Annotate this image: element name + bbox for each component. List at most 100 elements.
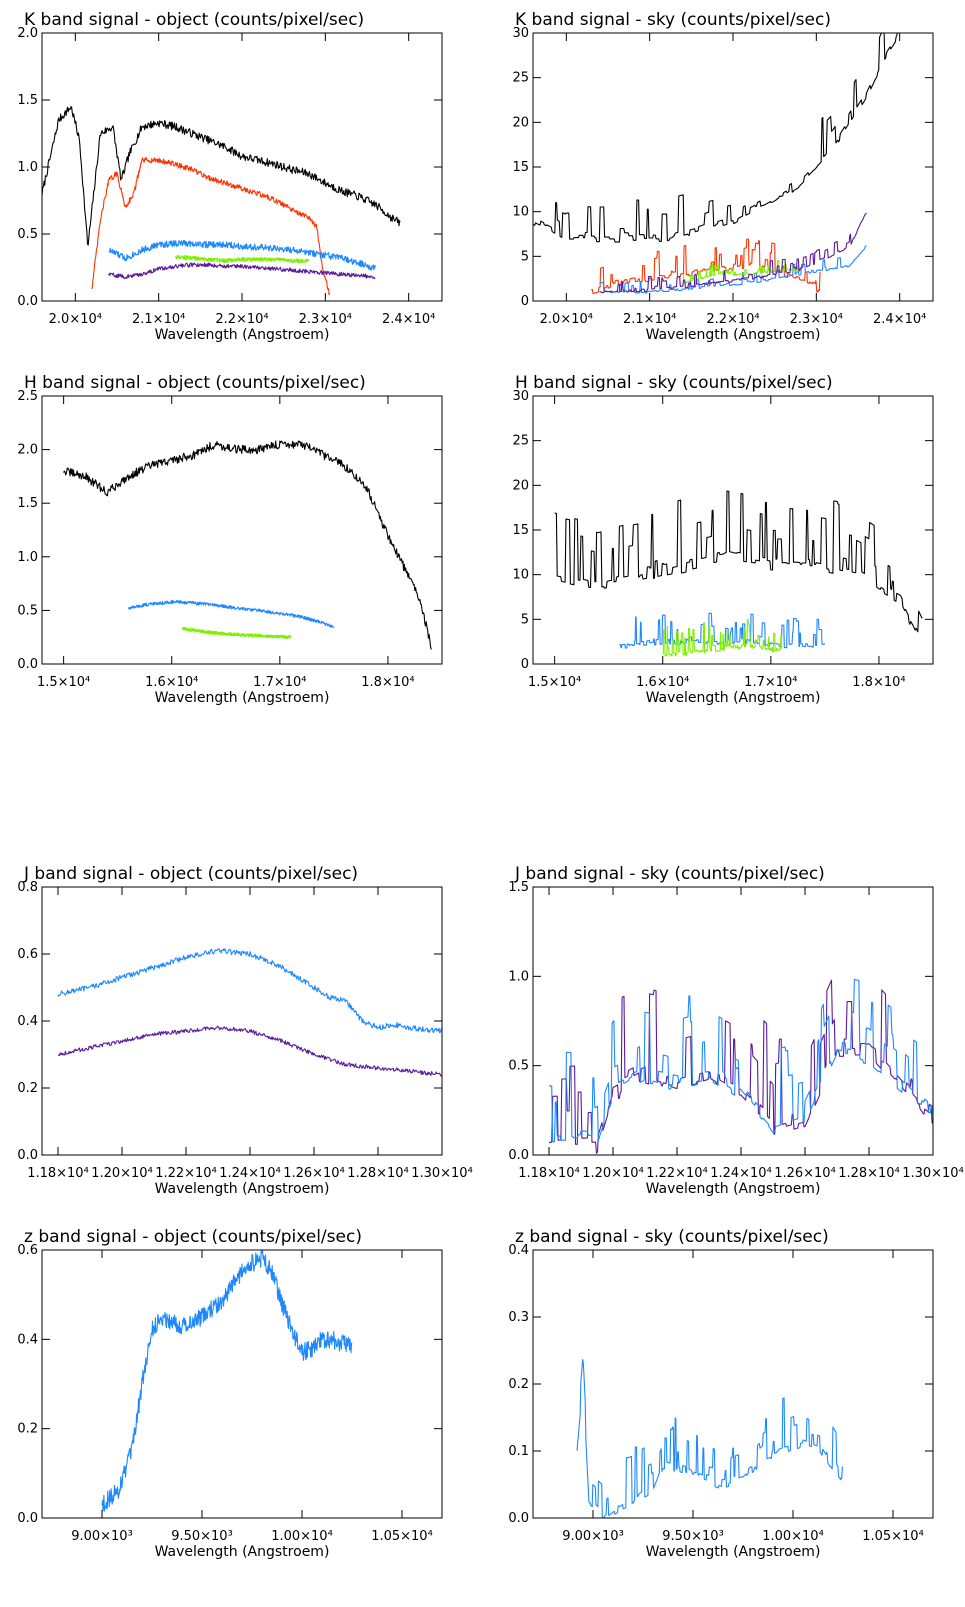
x-axis-label: Wavelength (Angstroem)	[155, 327, 330, 343]
chart-title: K band signal - sky (counts/pixel/sec)	[515, 10, 831, 30]
y-tick-label: 0.4	[508, 1243, 529, 1258]
x-tick-label: 1.6×10⁴	[636, 675, 689, 690]
y-tick-label: 0.4	[17, 1332, 38, 1347]
series-line-black	[533, 33, 898, 243]
series-line-blue	[599, 245, 867, 294]
x-tick-label: 1.26×10⁴	[283, 1166, 345, 1181]
y-tick-label: 25	[512, 71, 529, 86]
y-tick-label: 0.0	[508, 1148, 529, 1163]
y-tick-label: 30	[512, 26, 529, 41]
x-tick-label: 9.00×10³	[71, 1529, 133, 1544]
y-tick-label: 0	[521, 657, 529, 672]
x-tick-label: 2.4×10⁴	[382, 312, 435, 327]
series-line-green	[181, 626, 292, 639]
x-tick-label: 2.0×10⁴	[540, 312, 593, 327]
j-sky-panel: J band signal - sky (counts/pixel/sec) 0.…	[508, 864, 963, 1197]
series-line-purple	[57, 1025, 442, 1077]
x-tick-label: 1.22×10⁴	[646, 1166, 708, 1181]
y-tick-label: 2.5	[17, 389, 38, 404]
x-tick-label: 9.50×10³	[662, 1529, 724, 1544]
x-tick-label: 1.6×10⁴	[145, 675, 198, 690]
plot-frame	[532, 395, 934, 665]
x-tick-label: 1.8×10⁴	[852, 675, 905, 690]
plot-frame	[532, 32, 934, 302]
x-tick-label: 2.3×10⁴	[299, 312, 352, 327]
x-tick-label: 2.1×10⁴	[132, 312, 185, 327]
series-line-blue	[108, 239, 376, 271]
x-tick-label: 1.20×10⁴	[91, 1166, 153, 1181]
series-line-blue	[549, 978, 933, 1143]
x-tick-label: 1.26×10⁴	[774, 1166, 836, 1181]
y-tick-label: 0.2	[17, 1081, 38, 1096]
x-tick-label: 1.18×10⁴	[518, 1166, 580, 1181]
y-tick-label: 0.0	[508, 1511, 529, 1526]
series-line-blue	[127, 599, 335, 629]
y-tick-label: 5	[521, 249, 529, 264]
plot-frame	[41, 395, 443, 665]
x-tick-label: 2.2×10⁴	[215, 312, 268, 327]
y-tick-label: 2.0	[17, 26, 38, 41]
x-tick-label: 1.5×10⁴	[528, 675, 581, 690]
chart-title: H band signal - sky (counts/pixel/sec)	[515, 373, 833, 393]
y-tick-label: 0.0	[17, 1511, 38, 1526]
chart-title: z band signal - sky (counts/pixel/sec)	[515, 1227, 829, 1247]
z-sky-panel: z band signal - sky (counts/pixel/sec)0.…	[508, 1227, 934, 1560]
series-line-green	[174, 254, 310, 264]
plot-frame	[532, 886, 934, 1156]
x-tick-label: 2.0×10⁴	[49, 312, 102, 327]
y-tick-label: 1.5	[17, 93, 38, 108]
plot-frame	[41, 886, 443, 1156]
y-tick-label: 10	[512, 205, 529, 220]
y-tick-label: 5	[521, 612, 529, 627]
x-axis-label: Wavelength (Angstroem)	[155, 1181, 330, 1197]
x-tick-label: 2.3×10⁴	[790, 312, 843, 327]
y-tick-label: 20	[512, 115, 529, 130]
y-tick-label: 1.0	[17, 160, 38, 175]
y-tick-label: 0.6	[17, 1243, 38, 1258]
chart-title: H band signal - object (counts/pixel/sec…	[24, 373, 366, 393]
y-tick-label: 20	[512, 478, 529, 493]
x-tick-label: 1.5×10⁴	[37, 675, 90, 690]
series-line-black	[42, 106, 401, 246]
series-line-purple	[108, 262, 376, 280]
plot-frame	[41, 1249, 443, 1519]
y-tick-label: 15	[512, 160, 529, 175]
x-tick-label: 1.7×10⁴	[253, 675, 306, 690]
x-tick-label: 1.28×10⁴	[838, 1166, 900, 1181]
x-tick-label: 1.7×10⁴	[744, 675, 797, 690]
k-sky-panel: K band signal - sky (counts/pixel/sec) 0 5…	[512, 10, 934, 343]
y-tick-label: 0.8	[17, 880, 38, 895]
series-line-green	[682, 260, 800, 284]
x-tick-label: 1.05×10⁴	[371, 1529, 433, 1544]
y-tick-label: 0.3	[508, 1310, 529, 1325]
x-tick-label: 1.8×10⁴	[361, 675, 414, 690]
x-tick-label: 1.28×10⁴	[347, 1166, 409, 1181]
y-tick-label: 0.2	[508, 1377, 529, 1392]
y-tick-label: 1.5	[17, 496, 38, 511]
series-line-purple	[599, 212, 867, 294]
y-tick-label: 0.5	[17, 603, 38, 618]
x-axis-label: Wavelength (Angstroem)	[155, 1544, 330, 1560]
y-tick-label: 1.0	[508, 969, 529, 984]
x-tick-label: 2.1×10⁴	[623, 312, 676, 327]
y-tick-label: 0.4	[17, 1014, 38, 1029]
x-tick-label: 1.05×10⁴	[862, 1529, 924, 1544]
x-tick-label: 1.24×10⁴	[710, 1166, 772, 1181]
plot-frame	[41, 32, 443, 302]
y-tick-label: 15	[512, 523, 529, 538]
h-sky-panel: H band signal - sky (counts/pixel/sec) 0 5…	[512, 373, 934, 706]
y-tick-label: 1.0	[17, 550, 38, 565]
z-object-panel: z band signal - object (counts/pixel/sec…	[17, 1227, 443, 1560]
chart-title: K band signal - object (counts/pixel/sec…	[24, 10, 364, 30]
x-tick-label: 1.22×10⁴	[155, 1166, 217, 1181]
y-tick-label: 0.0	[17, 657, 38, 672]
h-object-panel: H band signal - object (counts/pixel/sec…	[17, 373, 443, 706]
x-tick-label: 1.18×10⁴	[27, 1166, 89, 1181]
x-axis-label: Wavelength (Angstroem)	[155, 690, 330, 706]
plot-frame	[532, 1249, 934, 1519]
y-tick-label: 30	[512, 389, 529, 404]
y-tick-label: 0.2	[17, 1422, 38, 1437]
series-line-black	[554, 490, 923, 633]
x-tick-label: 2.2×10⁴	[706, 312, 759, 327]
y-tick-label: 10	[512, 568, 529, 583]
